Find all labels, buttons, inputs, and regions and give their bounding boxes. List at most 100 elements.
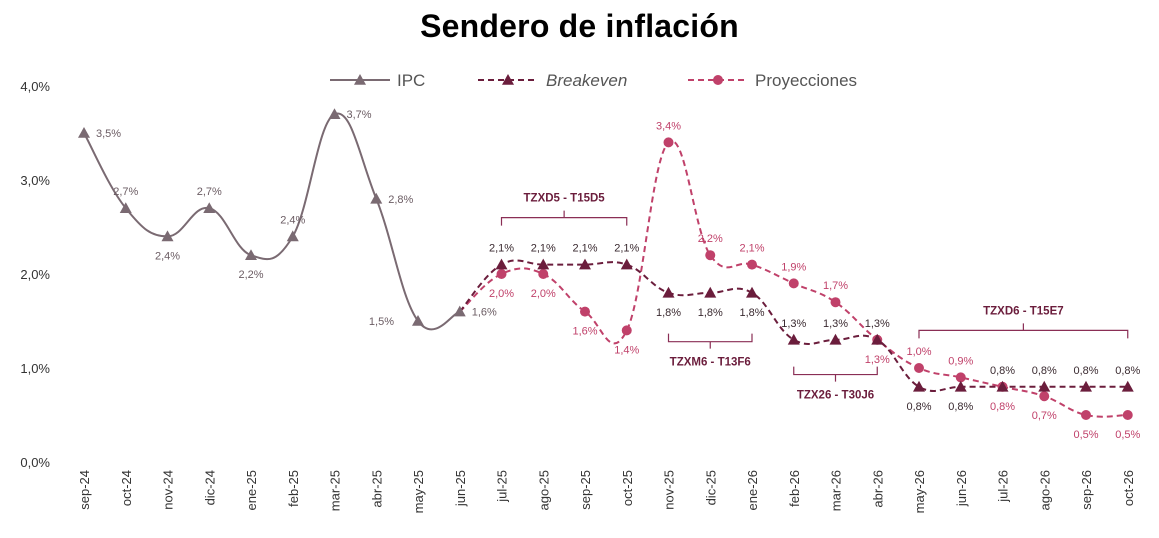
proyecciones-data-label: 0,7% [1032,410,1057,422]
ipc-data-label: 2,4% [280,214,305,226]
bracket-label: TZXM6 - T13F6 [670,357,751,369]
breakeven-data-label: 0,8% [990,365,1015,377]
x-tick-label: abr-26 [870,470,885,508]
ipc-data-label: 2,7% [197,186,222,198]
breakeven-data-label: 1,3% [823,318,848,330]
breakeven-point [662,286,675,298]
x-tick-label: mar-25 [328,470,343,511]
proyecciones-point [1039,391,1050,402]
breakeven-point [996,380,1009,392]
proyecciones-data-label: 1,9% [781,261,806,273]
proyecciones-data-label: 0,9% [948,355,973,367]
ipc-point [328,108,341,119]
x-tick-label: may-26 [912,470,927,513]
x-tick-label: abr-25 [369,470,384,508]
proyecciones-point [1122,410,1133,420]
ipc-point [203,202,216,213]
proyecciones-point [747,259,757,270]
y-tick-label: 4,0% [20,79,50,94]
breakeven-data-label: 0,8% [1073,365,1098,377]
x-tick-label: sep-24 [77,470,92,510]
breakeven-point [537,258,550,270]
x-tick-label: oct-25 [620,470,635,506]
bracket-label: TZX26 - T30J6 [797,390,874,402]
bracket-line [918,323,1129,339]
proyecciones-point [580,306,590,317]
proyecciones-point [621,325,632,336]
x-tick-label: feb-25 [286,470,301,507]
x-tick-label: sep-25 [578,470,593,510]
x-tick-label: sep-26 [1079,470,1094,510]
x-tick-label: nov-24 [161,470,176,510]
series-line-ipc [83,112,461,331]
x-tick-label: ago-26 [1037,470,1052,510]
breakeven-point [1080,380,1092,392]
ipc-point [412,315,424,326]
proyecciones-data-label: 2,0% [489,288,514,300]
breakeven-point [746,286,758,298]
proyecciones-data-label: 2,2% [698,233,723,245]
legend-marker-ipc [354,74,366,85]
bracket-label: TZXD6 - T15E7 [983,305,1064,317]
x-tick-label: ago-25 [536,470,551,510]
proyecciones-data-label: 1,3% [865,354,890,366]
ipc-data-label: 1,5% [369,316,394,328]
x-tick-label: jul-25 [495,470,510,503]
x-tick-label: mar-26 [829,470,844,511]
bracket-label: TZXD5 - T15D5 [524,193,606,205]
ipc-data-label: 3,5% [96,128,121,140]
x-tick-label: oct-24 [119,470,134,506]
ipc-point [78,127,90,138]
breakeven-data-label: 2,1% [531,243,556,255]
y-tick-label: 3,0% [20,173,50,188]
breakeven-data-label: 0,8% [1115,365,1140,377]
legend-label-proyecciones: Proyecciones [755,71,857,90]
proyecciones-data-label: 2,0% [531,288,556,300]
x-tick-label: may-25 [411,470,426,513]
breakeven-data-label: 1,3% [781,318,806,330]
breakeven-point [954,380,967,392]
proyecciones-point [914,363,924,373]
breakeven-data-label: 0,8% [1032,365,1057,377]
ipc-point [245,249,257,260]
breakeven-point [704,286,717,298]
proyecciones-point [538,269,549,279]
breakeven-point [913,380,925,392]
proyecciones-data-label: 1,4% [614,344,639,356]
breakeven-data-label: 2,1% [489,243,514,255]
ipc-data-label: 2,4% [155,250,180,262]
proyecciones-data-label: 0,5% [1115,429,1140,441]
series-line-breakeven [459,259,1128,392]
y-tick-label: 0,0% [20,455,50,470]
legend-marker-breakeven [502,74,514,85]
breakeven-data-label: 1,8% [656,307,681,319]
breakeven-data-label: 1,8% [739,307,764,319]
breakeven-point [829,333,842,345]
breakeven-data-label: 0,8% [906,401,931,413]
breakeven-point [871,333,884,345]
ipc-point [119,202,132,213]
ipc-point [370,192,383,204]
ipc-data-label: 3,7% [347,109,372,121]
breakeven-point [787,333,800,345]
proyecciones-data-label: 2,1% [739,243,764,255]
breakeven-data-label: 2,1% [614,243,639,255]
y-tick-label: 1,0% [20,361,50,376]
proyecciones-point [1081,410,1091,420]
bracket-line [793,366,878,382]
legend-label-ipc: IPC [397,71,425,90]
proyecciones-point [663,137,674,148]
proyecciones-point [955,372,966,383]
x-tick-label: feb-26 [787,470,802,507]
x-tick-label: dic-24 [202,470,217,505]
ipc-data-label: 2,2% [238,269,263,281]
proyecciones-point [830,297,841,308]
x-tick-label: ene-26 [745,470,760,510]
proyecciones-data-label: 1,0% [906,346,931,358]
x-tick-label: jun-25 [453,470,468,507]
breakeven-point [495,258,508,270]
x-tick-label: oct-26 [1121,470,1136,506]
x-tick-label: jun-26 [954,470,969,507]
